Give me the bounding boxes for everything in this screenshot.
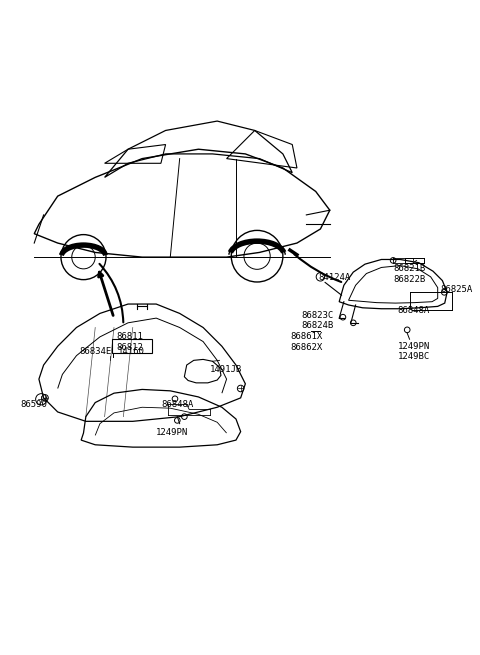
Text: 14160: 14160	[118, 347, 144, 356]
Text: 86861X
86862X: 86861X 86862X	[290, 332, 322, 352]
Text: 1249PN: 1249PN	[156, 428, 189, 438]
Text: 86825A: 86825A	[440, 286, 472, 294]
Text: 1491JB: 1491JB	[210, 365, 242, 374]
Text: 86834E: 86834E	[79, 347, 111, 356]
Text: 86811
86812: 86811 86812	[116, 332, 143, 352]
Bar	[112, 339, 152, 353]
Text: 1249PN
1249BC: 1249PN 1249BC	[398, 341, 430, 361]
Text: 86821B
86822B: 86821B 86822B	[393, 264, 425, 284]
Text: 84124A: 84124A	[318, 273, 350, 282]
Text: 86590: 86590	[20, 400, 47, 409]
Text: 86823C
86824B: 86823C 86824B	[301, 311, 334, 331]
Text: 86848A: 86848A	[398, 307, 430, 316]
Text: 86848A: 86848A	[161, 400, 193, 409]
